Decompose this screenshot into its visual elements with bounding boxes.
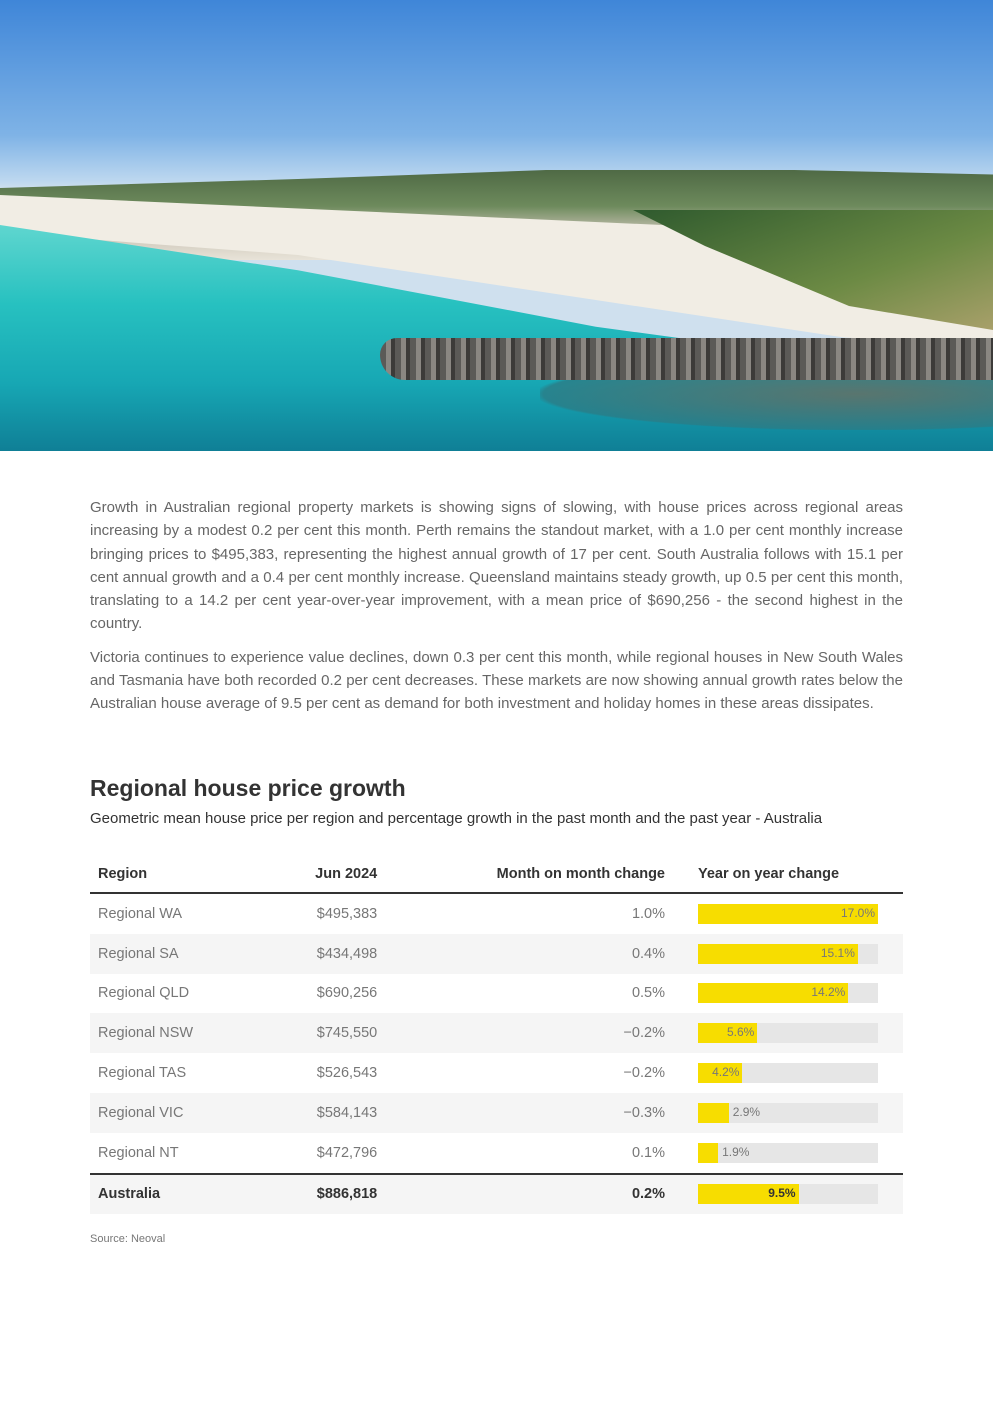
table-header-row: Region Jun 2024 Month on month change Ye… [90, 856, 903, 894]
yoy-bar-track: 5.6% [698, 1023, 878, 1044]
cell-region: Regional SA [90, 933, 264, 974]
cell-region: Regional TAS [98, 1065, 187, 1082]
cell-mom: 0.2% [385, 1172, 673, 1215]
yoy-bar [698, 1023, 758, 1044]
yoy-bar-label: 1.9% [722, 1144, 750, 1159]
yoy-bar-label: 9.5% [768, 1186, 796, 1201]
cell-yoy: 1.9% [673, 1133, 903, 1174]
cell-region: Regional VIC [90, 1092, 264, 1133]
cell-yoy: 9.5% [673, 1172, 903, 1215]
yoy-bar-track: 1.9% [698, 1142, 878, 1163]
table-subtitle: Geometric mean house price per region an… [90, 810, 823, 827]
yoy-bar-label: 17.0% [840, 905, 875, 920]
cell-mom: 0.4% [385, 933, 673, 974]
yoy-bar-track: 2.9% [698, 1102, 878, 1123]
cell-mom: −0.3% [385, 1092, 673, 1133]
header-region: Region [90, 856, 264, 894]
yoy-bar-track: 14.2% [698, 983, 878, 1004]
table-row: Regional TAS $526,543 −0.2% 4.2% [90, 1053, 903, 1093]
cell-mom: 0.5% [631, 985, 665, 1002]
yoy-bar [698, 943, 858, 964]
header-yoy: Year on year change [673, 856, 903, 894]
cell-yoy: 2.9% [673, 1092, 903, 1133]
table-row: Regional NSW $745,550 −0.2% 5.6% [90, 1013, 903, 1054]
table-total-row: Australia $886,818 0.2% 9.5% [90, 1172, 903, 1215]
yoy-bar-label: 14.2% [811, 985, 846, 1000]
cell-region: Regional QLD [98, 985, 190, 1002]
header-price: Jun 2024 [263, 856, 386, 894]
table-row: Regional WA $495,383 1.0% 17.0% [90, 893, 903, 934]
table-row: Regional QLD $690,256 0.5% 14.2% [90, 974, 903, 1014]
photo-reef [540, 370, 993, 430]
yoy-bar [698, 903, 878, 924]
yoy-bar-label: 4.2% [712, 1065, 740, 1080]
table-title: Regional house price growth [90, 775, 406, 801]
photo-groyne [380, 338, 993, 380]
yoy-bar [698, 1102, 729, 1123]
cell-yoy: 17.0% [673, 893, 903, 934]
yoy-bar-track: 15.1% [698, 943, 878, 964]
cell-yoy: 14.2% [673, 974, 903, 1014]
yoy-bar-track: 17.0% [698, 903, 878, 924]
cell-price: $886,818 [263, 1172, 386, 1215]
yoy-bar [698, 983, 849, 1004]
hero-photo-beach [0, 0, 993, 451]
yoy-bar-label: 2.9% [732, 1104, 761, 1119]
cell-price: $434,498 [263, 933, 386, 974]
cell-price: $584,143 [263, 1092, 386, 1133]
price-growth-table: Region Jun 2024 Month on month change Ye… [90, 856, 903, 1215]
cell-region: Regional NSW [90, 1013, 264, 1054]
source-note: Source: Neoval [90, 1233, 166, 1245]
cell-region: Regional NT [98, 1144, 179, 1161]
cell-price: $745,550 [263, 1013, 386, 1054]
cell-mom: −0.2% [623, 1065, 665, 1082]
table-row: Regional SA $434,498 0.4% 15.1% [90, 933, 903, 974]
yoy-bar-label: 5.6% [726, 1025, 755, 1040]
cell-price: $526,543 [316, 1065, 378, 1082]
cell-yoy: 15.1% [673, 933, 903, 974]
yoy-bar-track: 9.5% [698, 1184, 878, 1205]
cell-mom: 0.1% [631, 1144, 665, 1161]
table-row: Regional VIC $584,143 −0.3% 2.9% [90, 1092, 903, 1133]
yoy-bar-track: 4.2% [698, 1063, 878, 1084]
paragraph: Growth in Australian regional property m… [90, 499, 903, 633]
body-text: Growth in Australian regional property m… [90, 496, 903, 726]
yoy-bar [698, 1142, 719, 1163]
cell-price: $495,383 [316, 905, 378, 922]
yoy-bar [698, 1063, 743, 1084]
cell-yoy: 4.2% [673, 1053, 903, 1093]
cell-yoy: 5.6% [673, 1013, 903, 1054]
table-row: Regional NT $472,796 0.1% 1.9% [90, 1133, 903, 1174]
header-mom: Month on month change [385, 856, 673, 894]
cell-price: $690,256 [316, 985, 378, 1002]
cell-mom: −0.2% [385, 1013, 673, 1054]
yoy-bar [698, 1184, 799, 1205]
cell-region: Regional WA [98, 905, 183, 922]
cell-region: Australia [90, 1172, 264, 1215]
cell-price: $472,796 [316, 1144, 378, 1161]
paragraph: Victoria continues to experience value d… [90, 648, 903, 713]
yoy-bar-label: 15.1% [820, 945, 855, 960]
cell-mom: 1.0% [631, 905, 665, 922]
